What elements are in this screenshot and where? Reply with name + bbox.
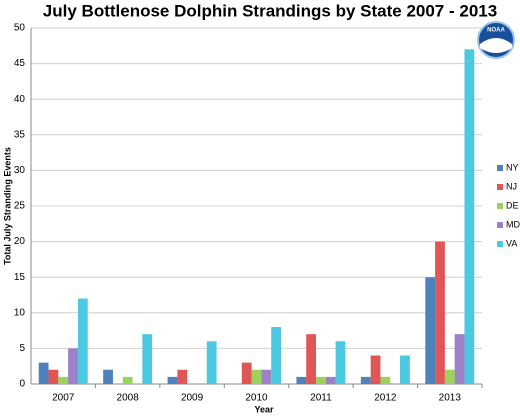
- y-tick-label: 50: [14, 23, 26, 34]
- bar: [38, 362, 49, 384]
- bar: [261, 369, 272, 384]
- legend-label: VA: [506, 238, 517, 248]
- y-axis-title: Total July Stranding Events: [2, 147, 12, 265]
- legend-swatch: [497, 222, 503, 228]
- legend-label: NJ: [506, 181, 517, 191]
- bar: [206, 341, 217, 384]
- y-tick-label: 30: [14, 165, 26, 176]
- bar: [122, 376, 133, 384]
- x-tick-label: 2012: [374, 393, 397, 404]
- bar: [370, 355, 381, 384]
- bar: [425, 277, 436, 384]
- bar: [142, 334, 153, 384]
- bar: [325, 376, 336, 384]
- bar: [454, 334, 465, 384]
- legend-label: NY: [506, 162, 519, 172]
- bar: [77, 298, 88, 384]
- logo: NOAA: [477, 21, 515, 59]
- bar: [464, 49, 475, 385]
- bar: [271, 327, 281, 384]
- bar: [296, 376, 307, 384]
- bar: [251, 369, 262, 384]
- logo-text: NOAA: [487, 28, 505, 34]
- y-tick-label: 40: [14, 94, 26, 105]
- bar: [68, 348, 78, 384]
- chart-title: July Bottlenose Dolphin Strandings by St…: [43, 1, 497, 20]
- legend-swatch: [497, 184, 503, 190]
- legend-label: DE: [506, 200, 519, 210]
- bar: [435, 241, 445, 384]
- x-tick-label: 2009: [181, 393, 204, 404]
- x-tick-label: 2011: [310, 393, 332, 404]
- y-tick-label: 5: [19, 343, 25, 354]
- y-tick-label: 0: [19, 379, 25, 390]
- bar: [360, 376, 371, 384]
- bar: [380, 376, 391, 384]
- bar: [444, 369, 455, 384]
- legend-swatch: [497, 203, 503, 209]
- x-tick-label: 2007: [52, 393, 75, 404]
- bar: [335, 341, 346, 384]
- bar: [400, 355, 410, 384]
- y-tick-label: 20: [14, 236, 26, 247]
- y-tick-label: 15: [14, 272, 26, 283]
- x-tick-label: 2013: [439, 393, 462, 404]
- x-tick-label: 2010: [245, 393, 268, 404]
- x-tick-label: 2008: [117, 393, 140, 404]
- logo-wave: [480, 38, 512, 53]
- y-tick-label: 35: [14, 129, 26, 140]
- bar: [167, 376, 178, 384]
- y-tick-label: 10: [14, 307, 26, 318]
- bar: [316, 376, 326, 384]
- legend-swatch: [497, 241, 503, 247]
- bar: [241, 362, 252, 384]
- bar: [58, 376, 69, 384]
- legend-swatch: [497, 165, 503, 171]
- bar: [48, 369, 59, 384]
- x-axis-title: Year: [254, 404, 274, 414]
- legend-label: MD: [506, 219, 520, 229]
- bar: [177, 369, 188, 384]
- bar: [103, 369, 113, 384]
- y-tick-label: 45: [14, 58, 26, 69]
- y-tick-label: 25: [14, 201, 26, 212]
- bar: [306, 334, 317, 384]
